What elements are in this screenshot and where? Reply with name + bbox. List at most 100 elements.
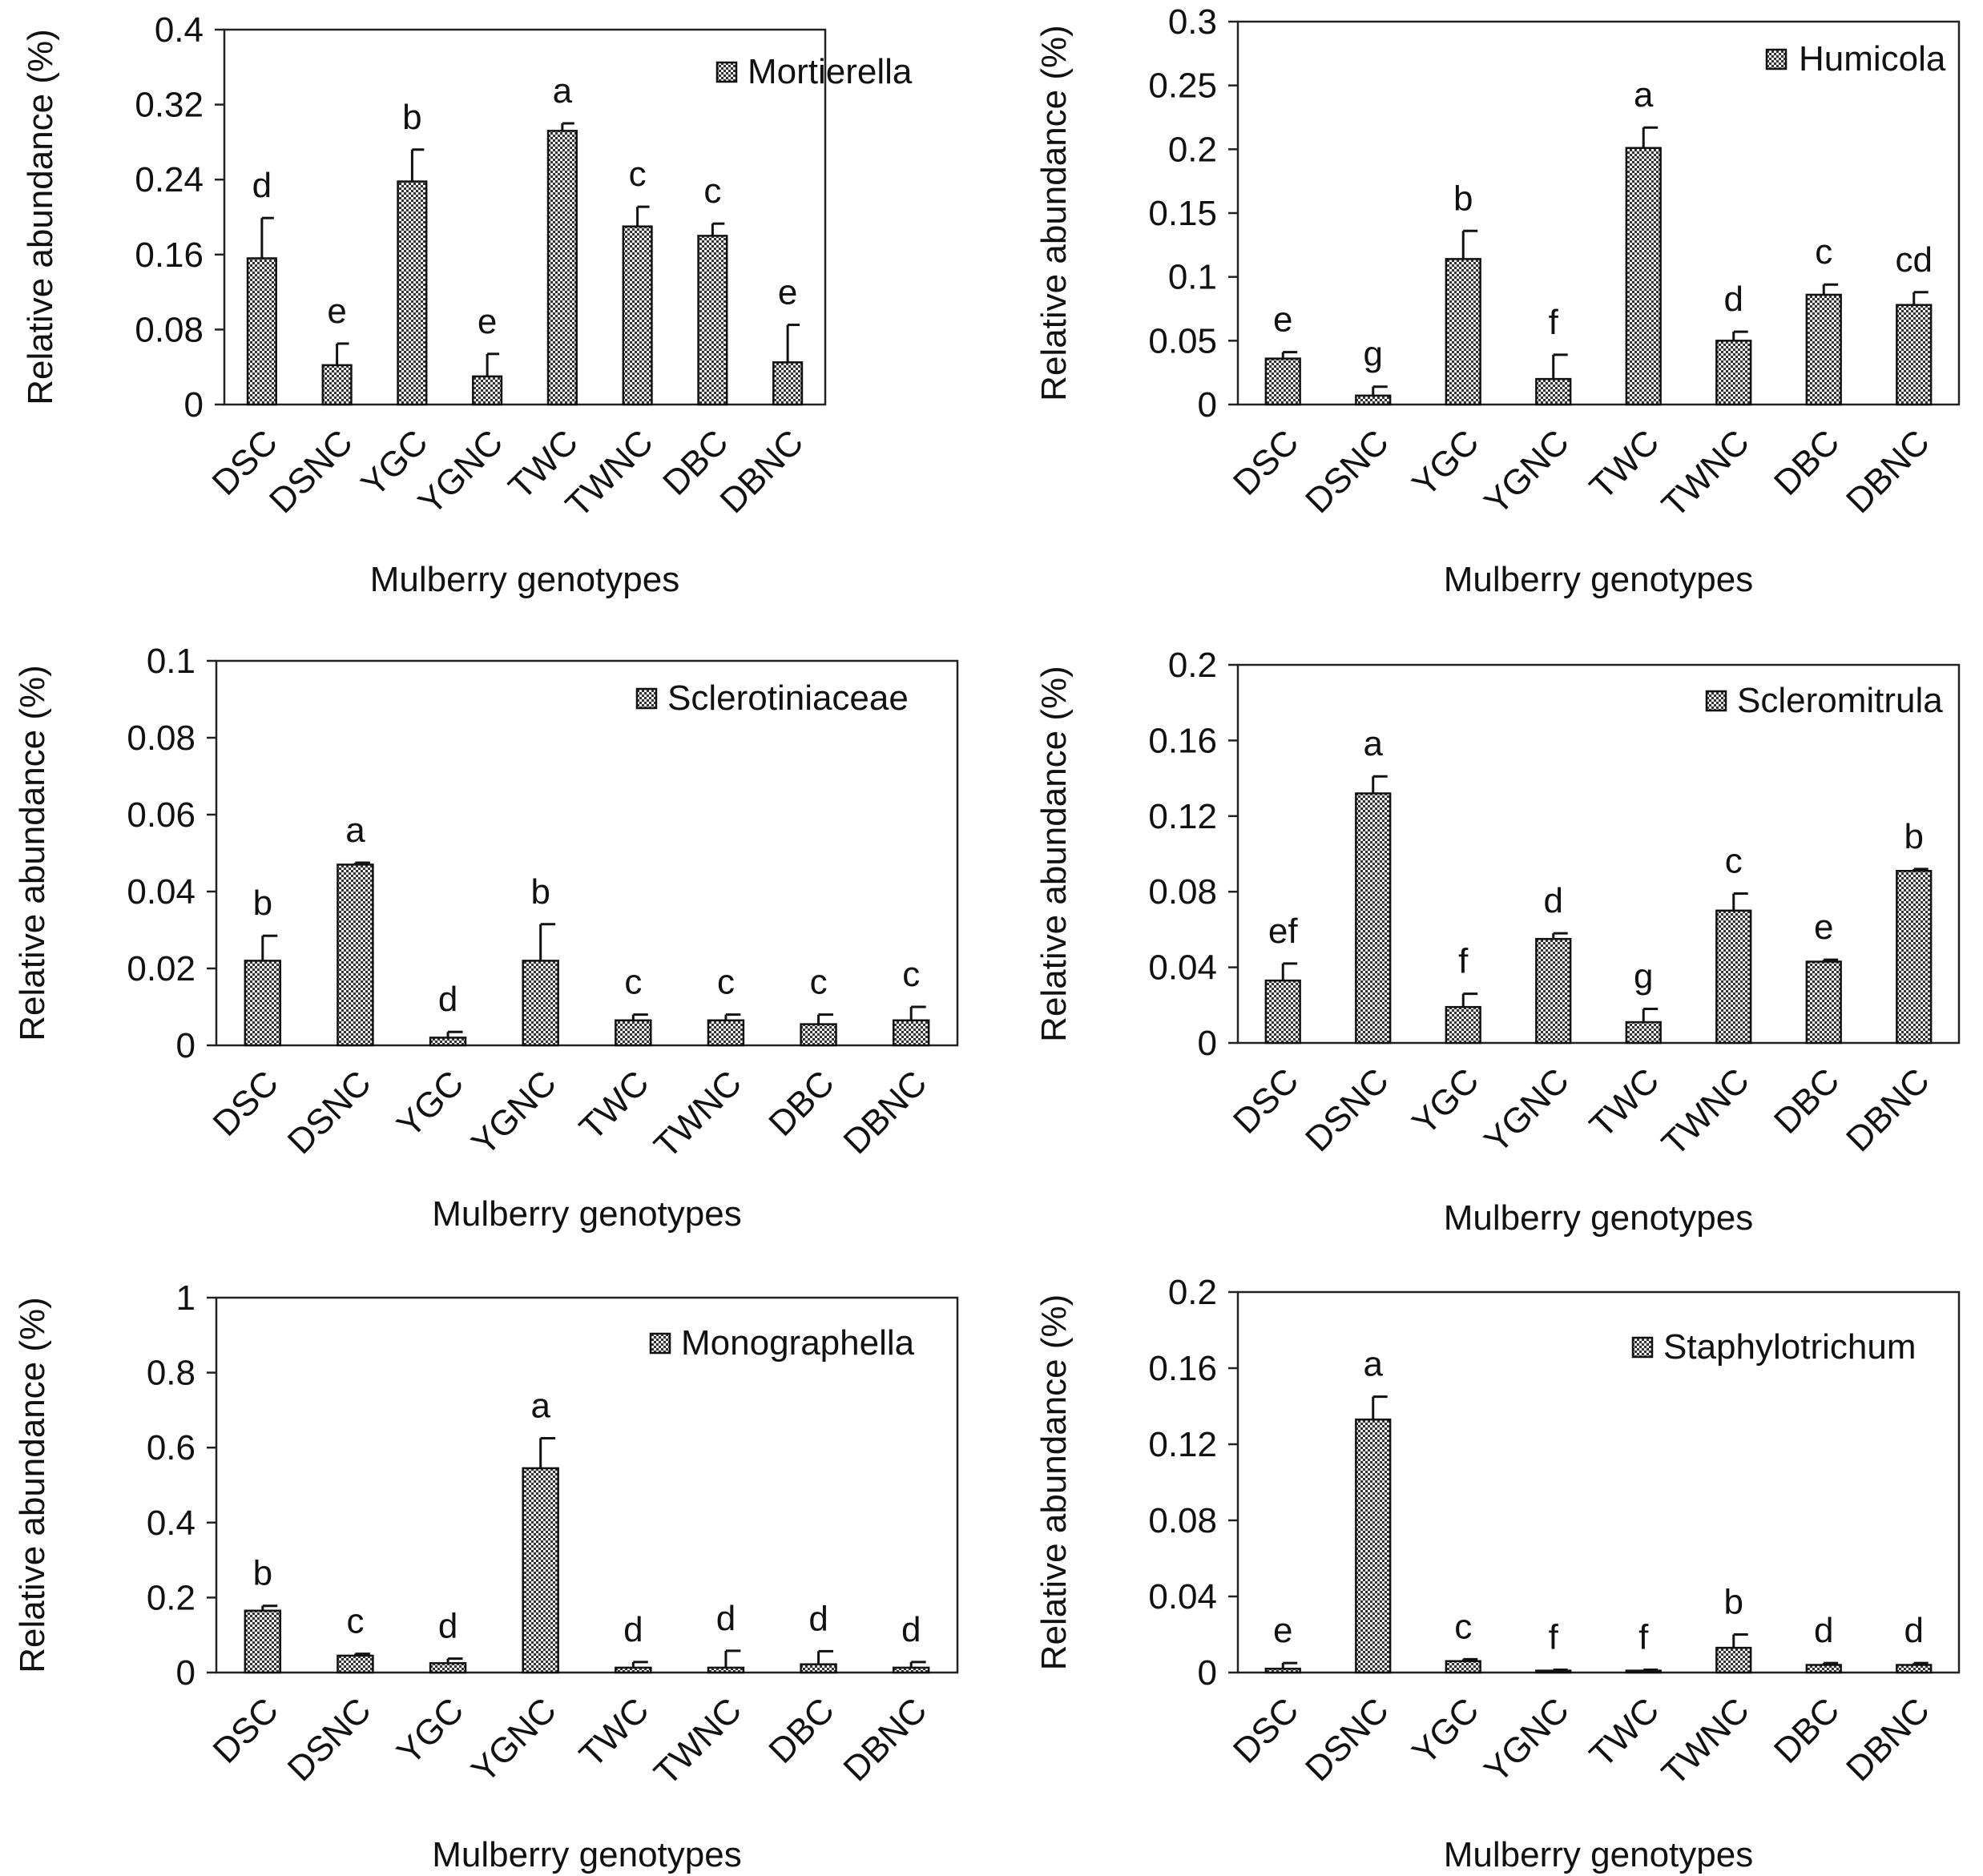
error-bar-twnc (1732, 892, 1748, 911)
x-tick-label-twc: TWC (572, 1063, 656, 1147)
significance-label: b (253, 884, 272, 923)
significance-label: d (1814, 1611, 1833, 1650)
bar-dbnc (1896, 304, 1933, 406)
y-tick-label: 0.1 (1168, 258, 1217, 297)
panel-staphylotrichum: 0 0.04 0.08 0.12 0.16 0.2 Relative abundance (… (1034, 1273, 1961, 1874)
error-bar-ygc (446, 1657, 463, 1664)
x-tick-label-ygnc: YGNC (464, 1063, 564, 1163)
error-bar-dsnc (1372, 775, 1388, 794)
x-axis-title: Mulberry genotypes (432, 1835, 741, 1874)
x-tick-label-dbnc: DBNC (712, 422, 811, 521)
x-tick-label-twnc: TWNC (1655, 422, 1757, 525)
x-tick-label-ygnc: YGNC (464, 1690, 564, 1790)
x-tick-label-twnc: TWNC (1655, 1061, 1757, 1163)
error-bar-ygnc (486, 352, 500, 376)
x-tick-label-dbnc: DBNC (1839, 1061, 1937, 1159)
bar-ygc (1445, 1005, 1481, 1045)
error-bar-dsnc (336, 342, 349, 365)
error-bar-dbc (711, 222, 725, 236)
significance-label: d (1724, 280, 1743, 319)
error-bar-ygc (1461, 229, 1478, 260)
significance-label: e (778, 273, 797, 312)
y-axis-title: Relative abundance (%) (1034, 666, 1074, 1042)
bar-dsnc (1355, 792, 1392, 1045)
y-tick-label: 0.04 (127, 872, 195, 912)
bar-dsc (244, 1609, 282, 1674)
significance-label: f (1549, 1617, 1559, 1657)
significance-label: e (1273, 1611, 1292, 1650)
y-axis-title: Relative abundance (%) (1034, 1294, 1074, 1671)
bar-dsnc (337, 864, 374, 1047)
significance-label: a (553, 71, 573, 111)
bar-ygc (1445, 1660, 1481, 1674)
x-axis-title: Mulberry genotypes (370, 560, 679, 599)
legend: Humicola (1765, 39, 1946, 79)
plot-area (215, 659, 959, 1047)
significance-label: a (345, 811, 365, 850)
bar-dbc (1805, 960, 1842, 1045)
y-tick-label: 0.32 (135, 86, 204, 125)
error-bar-twnc (724, 1649, 741, 1668)
y-tick-label: 0 (1198, 1653, 1217, 1693)
x-tick-label-dbc: DBC (1767, 422, 1847, 502)
significance-label: d (716, 1599, 736, 1638)
significance-label: b (1453, 179, 1473, 218)
significance-label: c (717, 963, 735, 1002)
significance-label: d (623, 1610, 643, 1649)
significance-label: d (901, 1610, 921, 1649)
bar-ygnc (1535, 937, 1572, 1045)
y-tick-label: 0.2 (1168, 130, 1217, 169)
bar-ygnc (472, 375, 503, 406)
significance-label: c (629, 155, 647, 194)
error-bar-dsc (261, 1604, 278, 1611)
error-bar-dbnc (1912, 1661, 1929, 1665)
error-bar-twc (1642, 1668, 1659, 1671)
legend: Staphylotrichum (1631, 1327, 1916, 1367)
legend-swatch (1631, 1336, 1654, 1359)
legend-label: Sclerotiniaceae (667, 678, 909, 718)
y-tick-label: 0.08 (135, 310, 204, 349)
y-tick-label: 0.12 (1148, 797, 1217, 836)
error-bar-twc (1642, 126, 1659, 148)
significance-label: b (253, 1554, 272, 1593)
y-tick-label: 0.1 (147, 642, 195, 681)
y-tick-label: 0.16 (1148, 1349, 1217, 1388)
x-axis-title: Mulberry genotypes (1444, 1835, 1753, 1874)
legend: Monographella (649, 1323, 915, 1363)
significance-label: d (438, 1607, 457, 1646)
x-tick-label-twc: TWC (572, 1690, 656, 1774)
bar-dbnc (1896, 869, 1933, 1045)
error-bar-dbnc (909, 1661, 926, 1668)
y-tick-label: 0.2 (147, 1578, 195, 1617)
panel-scleromitrula: 0 0.04 0.08 0.12 0.16 0.2 Relative abundance (… (1034, 646, 1961, 1238)
bar-dsc (1264, 357, 1301, 406)
x-tick-label-dbc: DBC (1767, 1690, 1847, 1770)
legend-swatch (715, 61, 738, 83)
y-tick-label: 0.25 (1148, 66, 1217, 106)
error-bar-twnc (1732, 1633, 1748, 1649)
error-bar-dsnc (353, 1653, 370, 1656)
error-bar-twnc (636, 205, 650, 227)
bar-ygc (429, 1037, 467, 1047)
y-tick-label: 0.02 (127, 949, 195, 988)
significance-label: cd (1896, 240, 1933, 280)
bar-ygnc (522, 960, 559, 1047)
legend: Scleromitrula (1705, 681, 1943, 720)
plot-area (1236, 1290, 1961, 1674)
y-tick-label: 0 (176, 1026, 195, 1065)
y-tick-label: 0 (1198, 1024, 1217, 1063)
x-tick-label-dsnc: DSNC (1298, 1061, 1397, 1159)
x-tick-label-twnc: TWNC (558, 422, 661, 525)
x-tick-label-dbc: DBC (761, 1690, 841, 1770)
error-bar-dbc (1822, 958, 1839, 962)
bar-twc (1625, 147, 1662, 406)
error-bar-twc (561, 122, 574, 131)
y-tick-label: 0.16 (1148, 721, 1217, 760)
y-tick-label: 0.08 (127, 719, 195, 758)
y-tick-label: 0.4 (147, 1504, 195, 1543)
y-axis-title: Relative abundance (%) (13, 665, 52, 1041)
significance-label: d (1904, 1611, 1924, 1650)
y-tick-label: 0 (184, 385, 204, 425)
bar-ygc (429, 1662, 467, 1674)
panel-monographella: 0 0.2 0.4 0.6 0.8 1 Relative abundance (%) b DSC… (13, 1278, 959, 1874)
